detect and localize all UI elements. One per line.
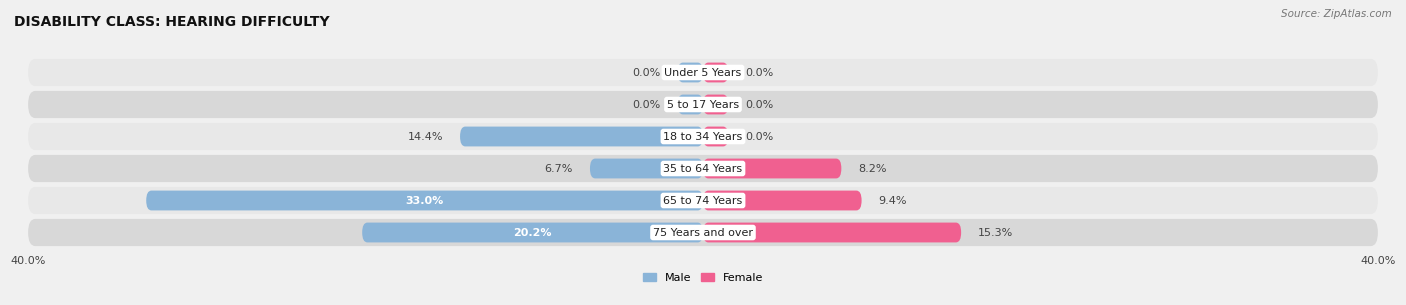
FancyBboxPatch shape (146, 191, 703, 210)
FancyBboxPatch shape (703, 95, 728, 114)
Text: Under 5 Years: Under 5 Years (665, 67, 741, 77)
Text: 0.0%: 0.0% (745, 67, 773, 77)
Text: 0.0%: 0.0% (745, 131, 773, 142)
Text: 35 to 64 Years: 35 to 64 Years (664, 163, 742, 174)
FancyBboxPatch shape (703, 223, 962, 242)
FancyBboxPatch shape (703, 127, 728, 146)
FancyBboxPatch shape (703, 159, 841, 178)
FancyBboxPatch shape (678, 95, 703, 114)
Text: 65 to 74 Years: 65 to 74 Years (664, 196, 742, 206)
FancyBboxPatch shape (28, 123, 1378, 150)
Text: Source: ZipAtlas.com: Source: ZipAtlas.com (1281, 9, 1392, 19)
Text: 6.7%: 6.7% (544, 163, 574, 174)
FancyBboxPatch shape (678, 63, 703, 82)
FancyBboxPatch shape (28, 59, 1378, 86)
FancyBboxPatch shape (591, 159, 703, 178)
FancyBboxPatch shape (28, 187, 1378, 214)
Text: 14.4%: 14.4% (408, 131, 443, 142)
FancyBboxPatch shape (703, 63, 728, 82)
Text: 18 to 34 Years: 18 to 34 Years (664, 131, 742, 142)
Text: 0.0%: 0.0% (633, 99, 661, 109)
Text: 0.0%: 0.0% (633, 67, 661, 77)
Text: 0.0%: 0.0% (745, 99, 773, 109)
Text: 15.3%: 15.3% (979, 228, 1014, 238)
FancyBboxPatch shape (28, 155, 1378, 182)
Legend: Male, Female: Male, Female (638, 268, 768, 288)
FancyBboxPatch shape (28, 219, 1378, 246)
Text: 20.2%: 20.2% (513, 228, 551, 238)
FancyBboxPatch shape (363, 223, 703, 242)
Text: DISABILITY CLASS: HEARING DIFFICULTY: DISABILITY CLASS: HEARING DIFFICULTY (14, 15, 329, 29)
Text: 33.0%: 33.0% (405, 196, 444, 206)
FancyBboxPatch shape (28, 91, 1378, 118)
FancyBboxPatch shape (703, 191, 862, 210)
Text: 9.4%: 9.4% (879, 196, 907, 206)
Text: 5 to 17 Years: 5 to 17 Years (666, 99, 740, 109)
Text: 75 Years and over: 75 Years and over (652, 228, 754, 238)
Text: 8.2%: 8.2% (858, 163, 887, 174)
FancyBboxPatch shape (460, 127, 703, 146)
